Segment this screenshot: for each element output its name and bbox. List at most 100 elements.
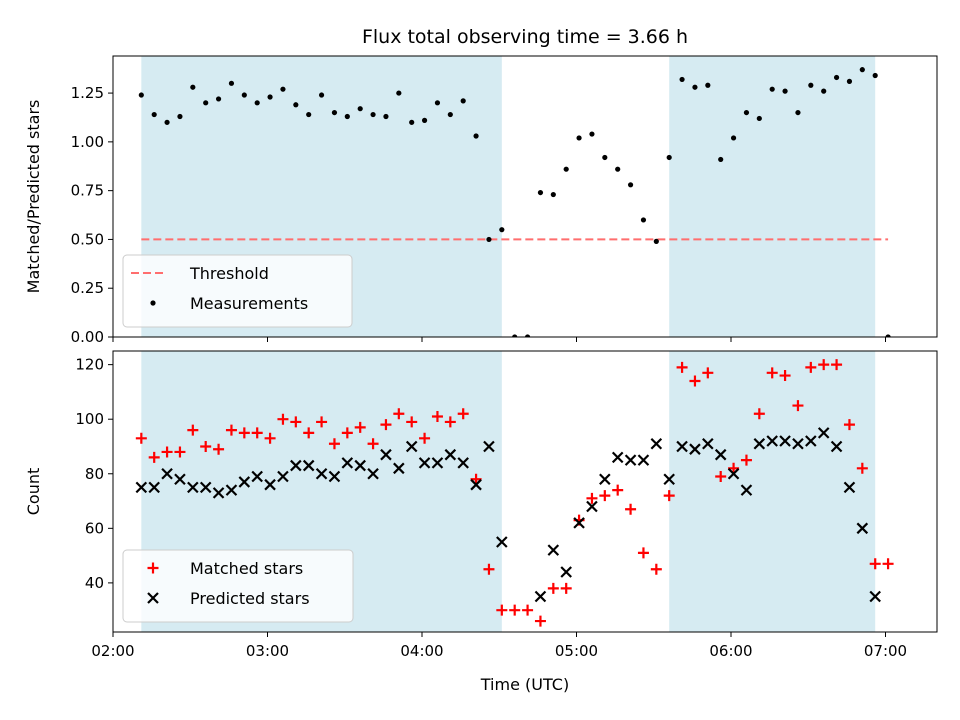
matched-stars-point: [779, 370, 791, 382]
legend-box: [122, 549, 354, 623]
measurements-point: [383, 113, 389, 120]
matched-stars-point: [187, 424, 199, 436]
legend-label-predicted-stars: Predicted stars: [190, 589, 310, 608]
legend-handle-matched-stars: [147, 562, 159, 574]
matched-stars-point: [431, 410, 443, 422]
legend-handle-measurements: [150, 300, 156, 306]
predicted-stars-point: [830, 440, 843, 453]
measurements-point: [589, 131, 595, 137]
measurements-point: [769, 86, 775, 92]
predicted-stars-point: [714, 448, 727, 461]
y-tick-label: 0.50: [71, 230, 104, 248]
predicted-stars-point: [393, 462, 405, 475]
predicted-stars-point: [315, 467, 328, 480]
measurements-point: [177, 113, 183, 120]
matched-stars-point: [599, 490, 611, 502]
matched-stars-point: [637, 547, 649, 559]
predicted-stars-point: [766, 435, 778, 447]
measurements-point: [499, 227, 505, 233]
axes-frame: [112, 350, 938, 633]
predicted-stars-point: [302, 459, 315, 472]
predicted-stars-point: [418, 457, 431, 469]
matched-stars-point: [328, 438, 340, 450]
matched-stars-point: [715, 470, 727, 482]
predicted-stars-point: [573, 517, 585, 529]
predicted-stars-point: [753, 437, 766, 450]
x-tick-label: 03:00: [246, 642, 289, 660]
predicted-stars-point: [792, 437, 804, 450]
predicted-stars-point: [290, 459, 302, 472]
count-panel: 40 60 80 100 120 02:00 03:00 04:00 05:00 06:00 07:…: [24, 350, 938, 660]
measurements-point: [318, 92, 325, 98]
matched-stars-point: [290, 416, 302, 428]
measurements-point: [795, 109, 801, 116]
predicted-stars-point: [341, 457, 354, 469]
matched-stars-point: [238, 427, 250, 439]
predicted-stars-point: [740, 484, 753, 496]
predicted-stars-point: [869, 590, 881, 603]
measurements-point: [885, 334, 891, 337]
measurements-point: [705, 82, 711, 88]
legend: Threshold Measurements: [122, 254, 353, 328]
predicted-stars-point: [534, 590, 547, 603]
measurements-point: [267, 94, 273, 100]
measurements-point: [627, 182, 634, 188]
ratio-panel: 0.00 0.25 0.50 0.75 1.00 1.25 Matched/Predicte…: [24, 55, 938, 346]
y-tick-label: 120: [75, 356, 104, 374]
matched-stars-point: [135, 432, 147, 444]
predicted-stars-point: [727, 467, 740, 480]
predicted-stars-point: [560, 566, 572, 578]
measurements-point: [215, 96, 222, 102]
predicted-stars-point: [444, 448, 457, 461]
matched-stars-point: [702, 367, 714, 379]
measurements-point: [692, 84, 698, 90]
matched-stars-point: [522, 604, 534, 616]
x-tick-label: 05:00: [555, 642, 598, 660]
measurements-point: [576, 135, 582, 141]
matched-stars-point: [316, 416, 328, 428]
matched-stars-point: [419, 432, 431, 444]
predicted-stars-point: [264, 478, 276, 491]
predicted-stars-point: [702, 437, 714, 450]
measurements-point: [821, 88, 827, 94]
matched-stars-point: [728, 462, 740, 474]
measurements-point: [666, 154, 672, 161]
matched-stars-point: [612, 484, 624, 496]
matched-stars-point: [650, 563, 662, 575]
matched-stars-point: [380, 419, 392, 431]
predicted-stars-point: [856, 522, 869, 535]
x-tick-label: 07:00: [864, 642, 907, 660]
chart-title: Flux total observing time = 3.66 h: [362, 26, 688, 48]
measurements-point: [190, 84, 196, 90]
matched-stars-point: [869, 558, 881, 570]
matched-stars-series: [135, 359, 894, 627]
measurements-point: [409, 119, 415, 125]
predicted-stars-point: [135, 481, 148, 494]
measurements-point: [306, 111, 312, 118]
measurements-point: [653, 238, 659, 244]
matched-stars-point: [792, 400, 804, 412]
predicted-stars-point: [431, 457, 444, 469]
measurements-point: [718, 156, 724, 163]
predicted-stars-point: [174, 473, 186, 486]
predicted-stars-point: [637, 454, 650, 466]
predicted-stars-point: [161, 467, 173, 480]
y-axis-label: Matched/Predicted stars: [24, 100, 43, 294]
legend-label-matched-stars: Matched stars: [190, 559, 303, 578]
matched-stars-point: [689, 375, 701, 387]
measurements-point: [241, 92, 247, 98]
measurements-point: [138, 92, 144, 98]
measurements-point: [486, 236, 492, 243]
predicted-stars-point: [689, 443, 701, 455]
predicted-stars-point: [367, 467, 379, 480]
predicted-stars-point: [843, 481, 856, 494]
measurements-point: [331, 109, 338, 116]
matched-stars-point: [174, 446, 186, 458]
matched-stars-point: [766, 367, 778, 379]
measurements-point: [344, 113, 350, 120]
measurements-series: [138, 67, 891, 337]
matched-stars-point: [251, 427, 263, 439]
predicted-stars-point: [663, 473, 675, 486]
matched-stars-point: [625, 503, 637, 515]
measurements-point: [396, 90, 402, 96]
